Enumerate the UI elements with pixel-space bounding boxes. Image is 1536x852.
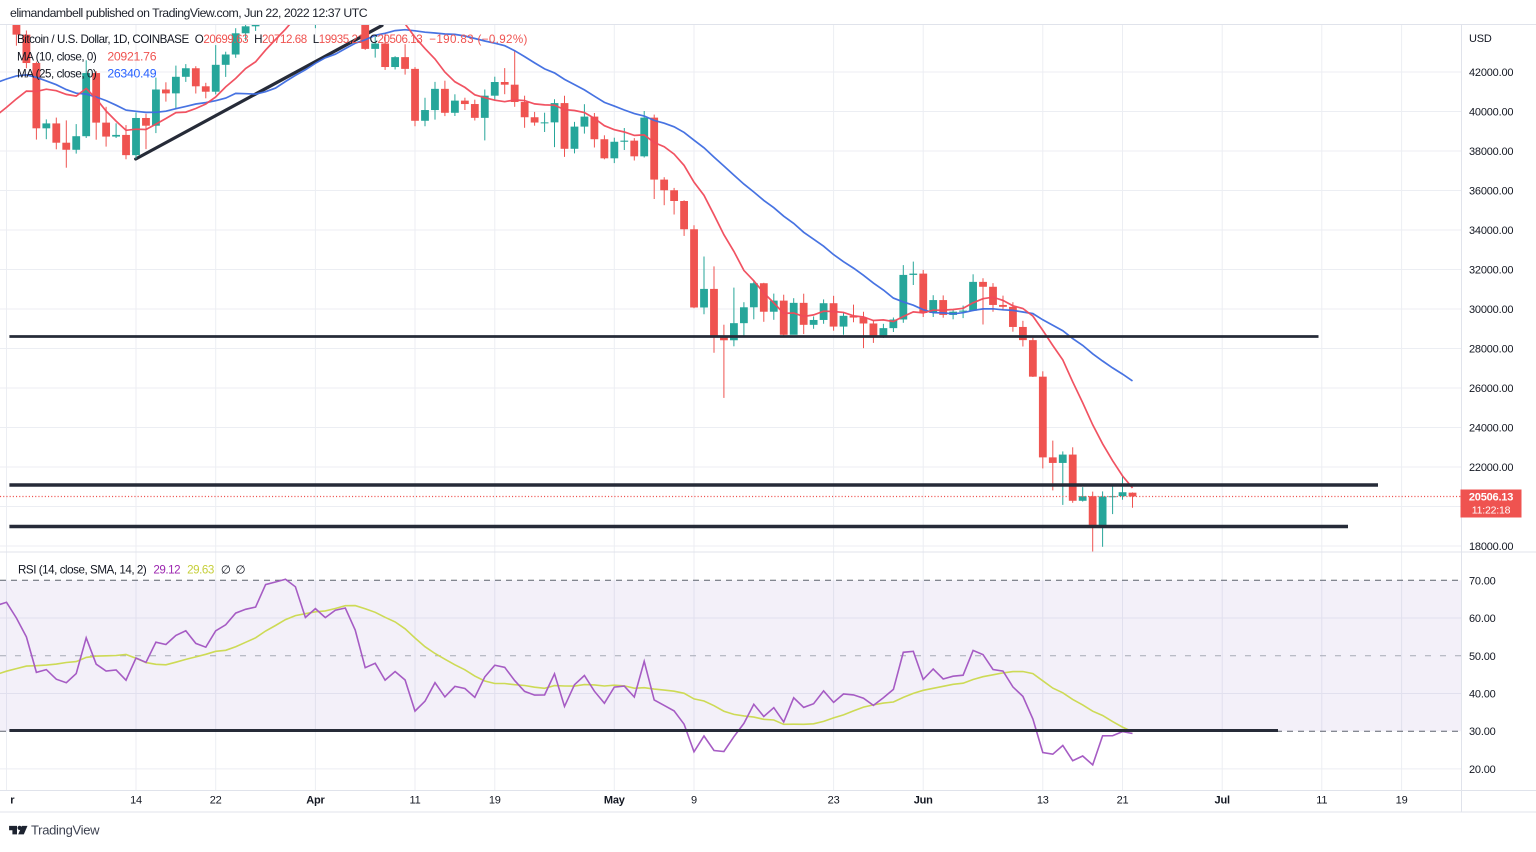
svg-text:TradingView: TradingView — [31, 823, 100, 838]
svg-text:21: 21 — [1117, 795, 1129, 807]
svg-text:11:22:18: 11:22:18 — [1472, 505, 1511, 517]
svg-text:r: r — [10, 795, 15, 807]
svg-text:USD: USD — [1469, 33, 1492, 45]
svg-text:30.00: 30.00 — [1469, 726, 1496, 738]
svg-text:elimandambell published on Tra: elimandambell published on TradingView.c… — [10, 6, 368, 20]
svg-text:19: 19 — [1396, 795, 1408, 807]
svg-text:42000.00: 42000.00 — [1469, 67, 1513, 79]
svg-text:19: 19 — [489, 795, 501, 807]
svg-text:38000.00: 38000.00 — [1469, 146, 1513, 158]
svg-text:Bitcoin / U.S. Dollar, 1D, COI: Bitcoin / U.S. Dollar, 1D, COINBASE O2069… — [17, 33, 528, 46]
svg-text:20.00: 20.00 — [1469, 764, 1496, 776]
svg-text:MA (25, close, 0)26340.49: MA (25, close, 0) 26340.49 — [17, 67, 157, 81]
svg-text:50.00: 50.00 — [1469, 651, 1496, 663]
svg-text:MA (10, close, 0)20921.76: MA (10, close, 0) 20921.76 — [17, 50, 157, 64]
svg-text:60.00: 60.00 — [1469, 613, 1496, 625]
svg-text:30000.00: 30000.00 — [1469, 304, 1513, 316]
svg-text:9: 9 — [691, 795, 697, 807]
svg-text:13: 13 — [1037, 795, 1049, 807]
svg-text:18000.00: 18000.00 — [1469, 541, 1513, 553]
svg-text:Jun: Jun — [914, 795, 933, 807]
svg-text:32000.00: 32000.00 — [1469, 265, 1513, 277]
svg-text:14: 14 — [130, 795, 142, 807]
svg-text:23: 23 — [828, 795, 840, 807]
svg-text:34000.00: 34000.00 — [1469, 225, 1513, 237]
svg-text:20506.13: 20506.13 — [1469, 492, 1513, 504]
svg-text:28000.00: 28000.00 — [1469, 344, 1513, 356]
svg-text:36000.00: 36000.00 — [1469, 186, 1513, 198]
svg-text:Apr: Apr — [306, 795, 325, 807]
svg-text:May: May — [604, 795, 626, 807]
svg-text:70.00: 70.00 — [1469, 575, 1496, 587]
svg-text:40.00: 40.00 — [1469, 689, 1496, 701]
svg-text:RSI (14, close, SMA, 14, 2)29.: RSI (14, close, SMA, 14, 2) 29.12 29.63 ∅ ∅ — [18, 564, 246, 577]
svg-text:22: 22 — [210, 795, 222, 807]
svg-text:Jul: Jul — [1215, 795, 1230, 807]
svg-text:40000.00: 40000.00 — [1469, 107, 1513, 119]
svg-text:11: 11 — [409, 795, 420, 807]
svg-text:22000.00: 22000.00 — [1469, 462, 1513, 474]
svg-text:11: 11 — [1316, 795, 1327, 807]
svg-text:26000.00: 26000.00 — [1469, 383, 1513, 395]
svg-text:24000.00: 24000.00 — [1469, 423, 1513, 435]
